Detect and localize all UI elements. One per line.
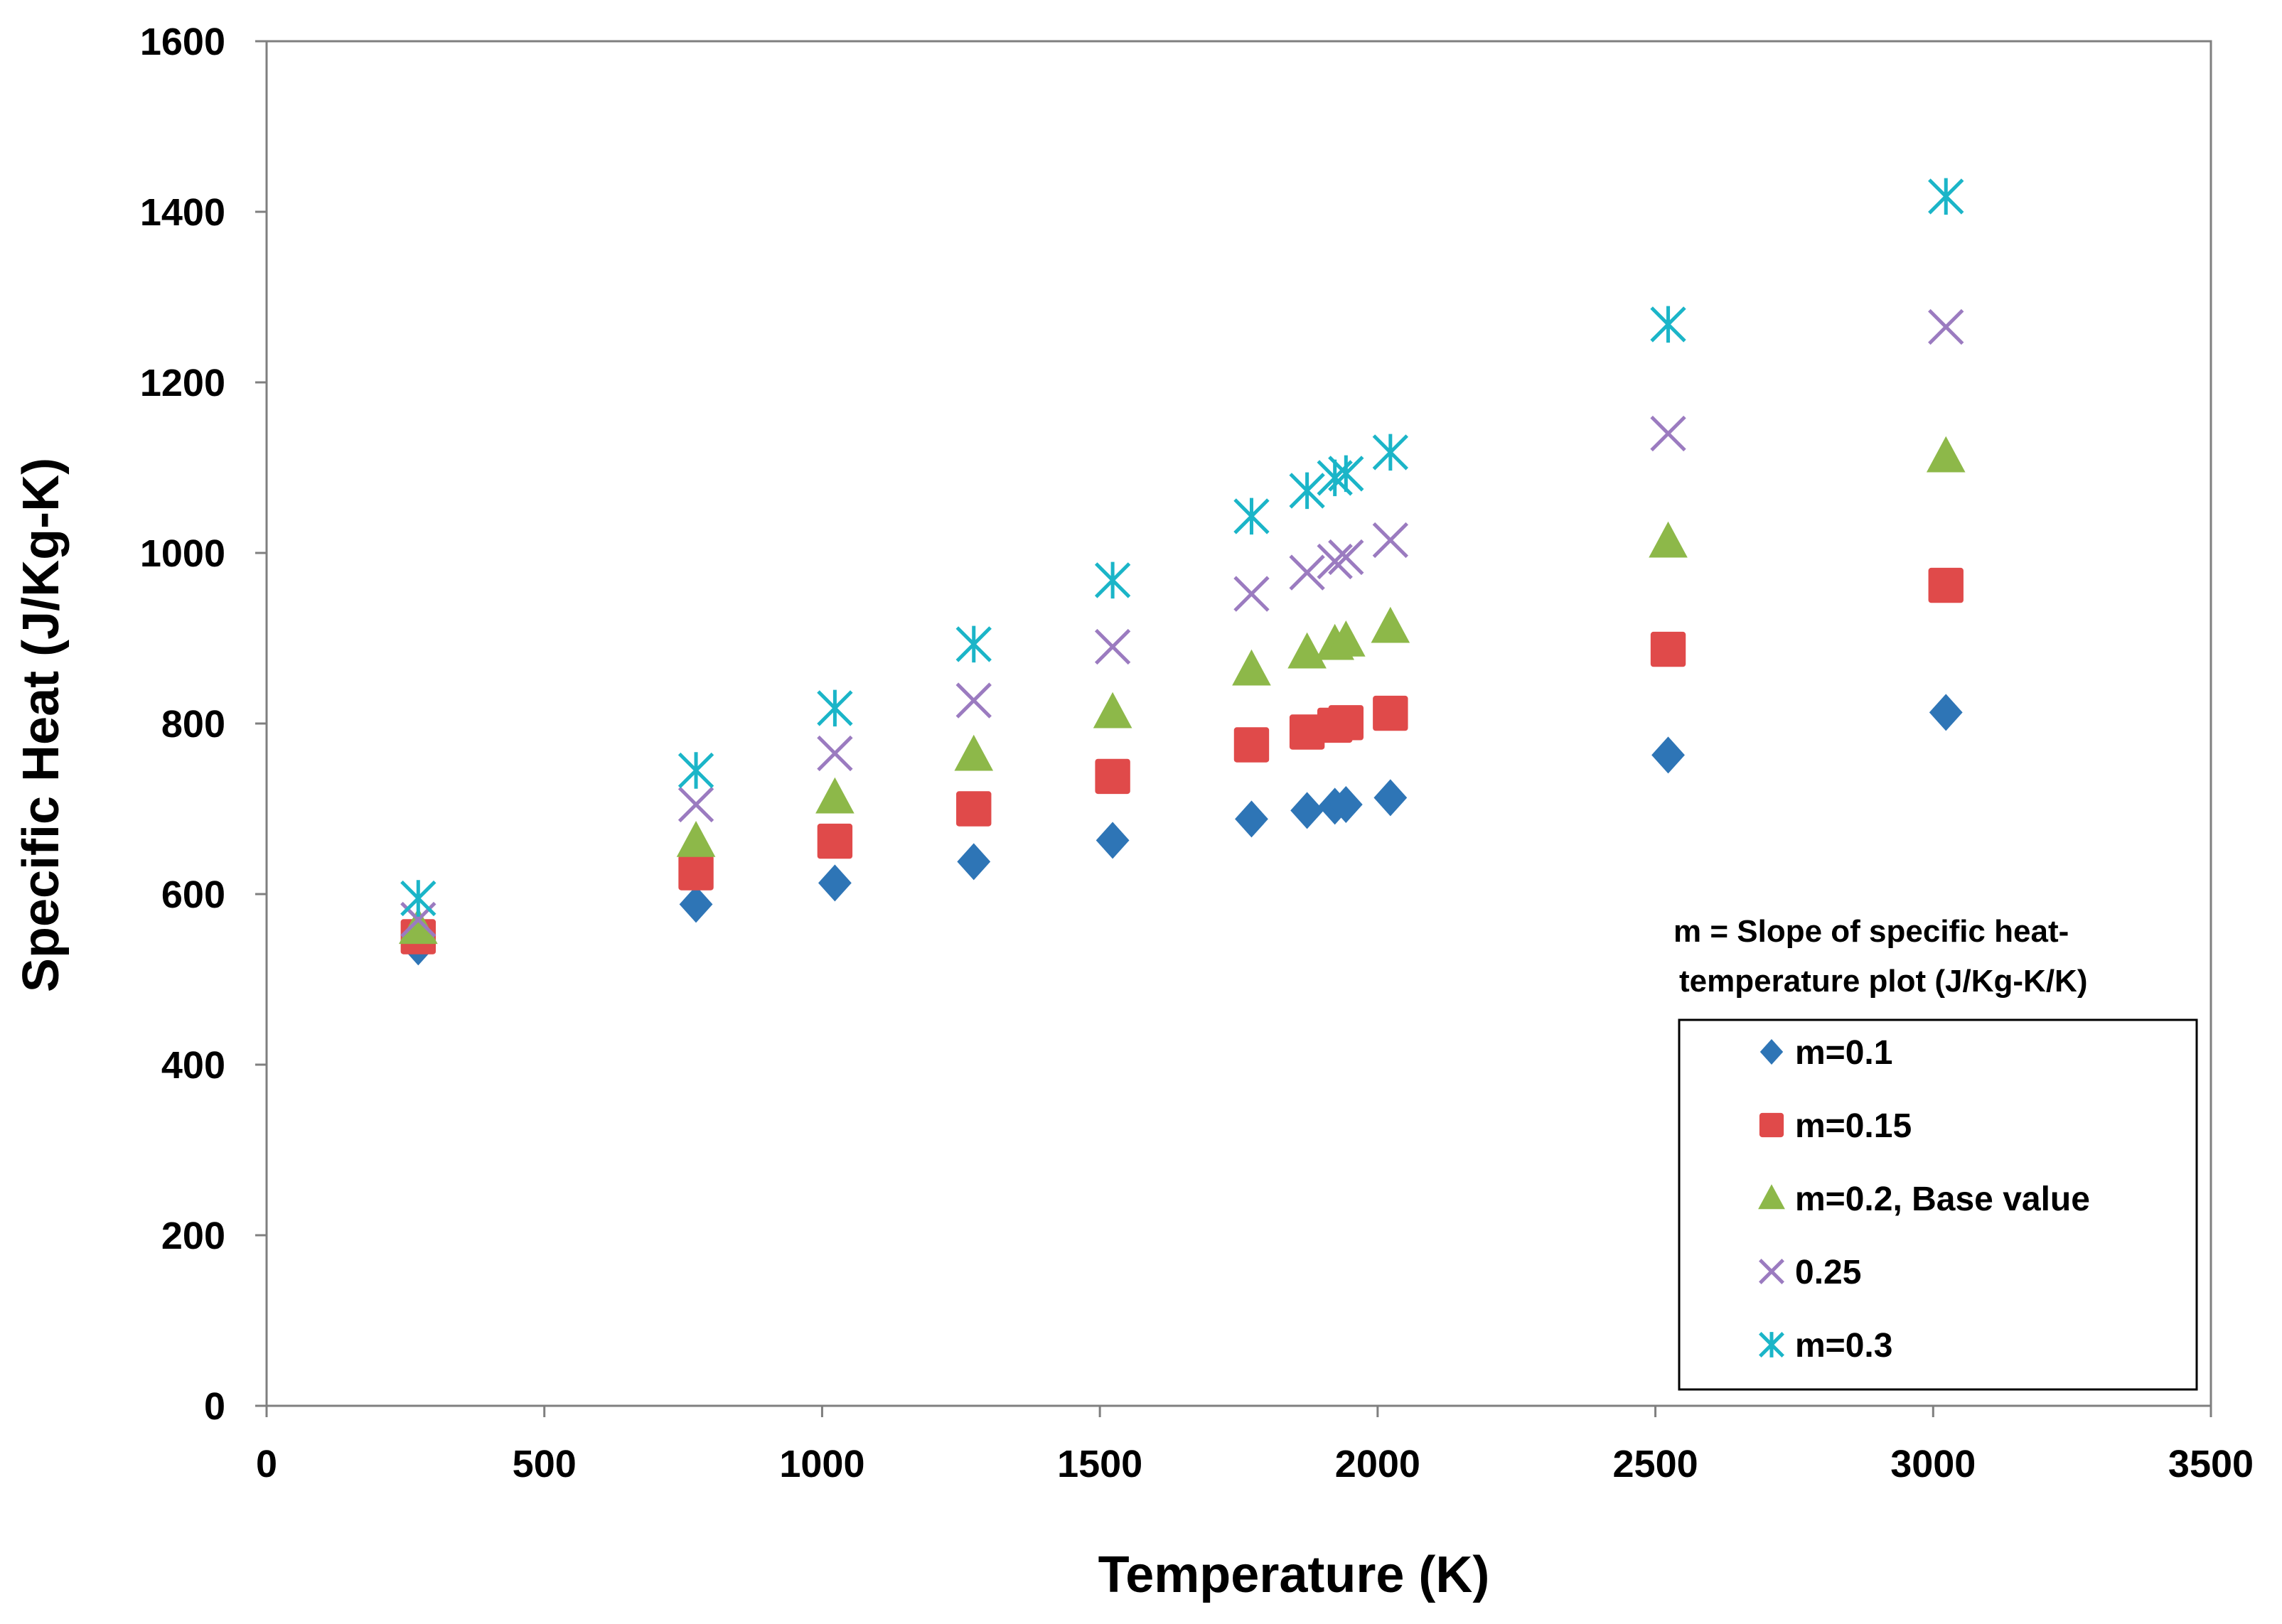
data-point [817, 823, 853, 859]
data-point [956, 791, 992, 827]
data-point [1235, 800, 1268, 838]
legend-label: m=0.2, Base value [1795, 1181, 2090, 1218]
y-tick-label: 1600 [140, 21, 225, 63]
data-point [679, 886, 713, 923]
data-point [1328, 455, 1364, 493]
y-tick-label: 1400 [140, 191, 225, 234]
data-point [1095, 758, 1130, 795]
data-point [676, 821, 716, 857]
x-tick-label: 3500 [2168, 1443, 2254, 1485]
data-points [399, 178, 1966, 966]
legend-label: m=0.15 [1795, 1107, 1912, 1145]
data-point [1373, 695, 1408, 731]
data-point [1372, 434, 1408, 471]
data-point [1289, 714, 1325, 750]
data-point [1928, 308, 1964, 345]
data-point [1232, 649, 1271, 686]
data-point [1328, 539, 1364, 576]
data-point [1290, 792, 1324, 829]
data-point [678, 855, 714, 891]
y-tick-label: 1000 [140, 532, 225, 575]
data-point [1317, 543, 1353, 580]
legend-title-line-2: temperature plot (J/Kg-K/K) [1679, 964, 2087, 999]
data-point [817, 735, 853, 772]
data-point [1650, 415, 1686, 452]
data-point [1650, 306, 1686, 343]
data-point [1928, 567, 1964, 603]
x-tick-label: 0 [256, 1443, 277, 1485]
data-point [954, 734, 994, 771]
x-tick-label: 1000 [779, 1443, 864, 1485]
data-point [1094, 561, 1131, 599]
data-point [1094, 628, 1131, 665]
data-point [1926, 436, 1966, 473]
data-point [955, 682, 992, 719]
data-point [955, 625, 992, 663]
data-point [1373, 779, 1408, 817]
y-axis-title: Specific Heat (J/Kg-K) [13, 458, 70, 992]
legend-marker [1759, 1332, 1784, 1357]
data-point [1649, 521, 1688, 558]
legend-marker [1759, 1039, 1784, 1065]
y-tick-label: 1200 [140, 362, 225, 404]
data-point [1928, 178, 1964, 215]
data-point [1372, 522, 1408, 559]
y-tick-label: 0 [204, 1385, 225, 1428]
x-axis-title: Temperature (K) [1098, 1547, 1490, 1603]
y-tick-label: 200 [161, 1215, 225, 1257]
data-point [1233, 576, 1270, 612]
x-tick-label: 2000 [1335, 1443, 1420, 1485]
y-tick-label: 800 [161, 703, 225, 746]
legend-marker [1759, 1112, 1784, 1138]
y-tick-label: 400 [161, 1044, 225, 1087]
data-point [957, 843, 991, 881]
series-5 [400, 178, 1964, 917]
data-point [1929, 694, 1963, 731]
x-tick-label: 3000 [1890, 1443, 1976, 1485]
legend-items: m=0.1 m=0.15 m=0.2, Base value 0.25 m=0.3 [1758, 1034, 2090, 1365]
data-point [817, 689, 853, 727]
data-point [1371, 606, 1410, 643]
series-3 [399, 436, 1966, 945]
data-point [677, 786, 714, 823]
x-tick-label: 500 [513, 1443, 577, 1485]
series-4 [400, 308, 1964, 938]
data-point [1289, 554, 1325, 591]
data-point [1093, 692, 1132, 728]
legend-marker [1759, 1259, 1784, 1284]
data-point [818, 864, 852, 902]
data-point [400, 880, 436, 917]
x-tick-label: 1500 [1057, 1443, 1142, 1485]
data-point [1289, 472, 1325, 510]
data-point [1328, 705, 1364, 741]
legend-label: m=0.1 [1795, 1034, 1892, 1072]
data-point [1651, 736, 1685, 774]
data-point [1327, 620, 1366, 657]
y-tick-label: 600 [161, 873, 225, 916]
data-point [1096, 822, 1130, 859]
data-point [677, 752, 714, 789]
legend-marker [1758, 1184, 1785, 1210]
legend-title-line-1: m = Slope of specific heat- [1673, 914, 2069, 949]
data-point [1329, 786, 1363, 823]
series-2 [400, 567, 1964, 954]
data-point [1650, 631, 1686, 667]
legend-label: 0.25 [1795, 1254, 1861, 1291]
data-point [399, 908, 438, 945]
x-tick-label: 2500 [1613, 1443, 1698, 1485]
legend-label: m=0.3 [1795, 1327, 1892, 1365]
data-point [815, 777, 855, 814]
data-point [1233, 727, 1270, 763]
axes: 0 200 400 600 800 1000 1200 1400 1600 0 500 1000 150… [140, 21, 2254, 1485]
legend: m = Slope of specific heat- temperature … [1673, 914, 2198, 1391]
data-point [1233, 498, 1270, 535]
